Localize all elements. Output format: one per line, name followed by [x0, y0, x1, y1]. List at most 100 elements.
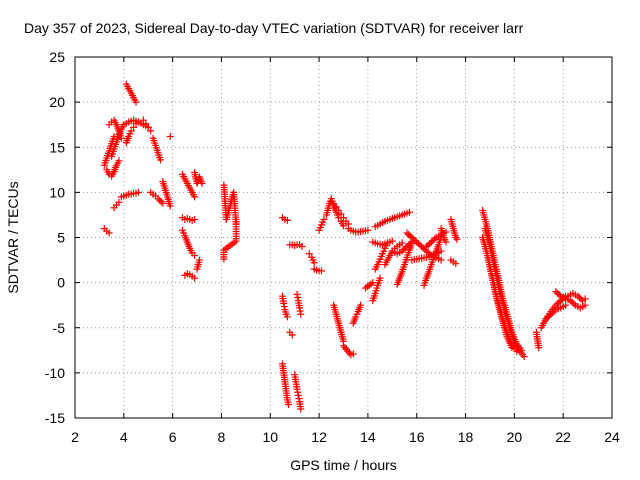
- data-point: [305, 250, 313, 258]
- series-s15: [178, 170, 199, 201]
- data-point: [157, 198, 165, 206]
- y-tick-label: 0: [57, 275, 65, 291]
- data-point: [294, 294, 302, 302]
- data-point: [544, 313, 552, 321]
- series-s40: [371, 208, 413, 231]
- data-point: [357, 301, 365, 309]
- series-s54: [479, 234, 516, 352]
- data-point: [294, 391, 302, 399]
- data-point: [416, 241, 424, 249]
- data-point: [562, 301, 570, 309]
- data-point: [130, 123, 138, 131]
- x-tick-label: 22: [555, 429, 571, 445]
- x-tick-label: 16: [409, 429, 425, 445]
- data-point: [424, 249, 432, 257]
- data-point: [549, 309, 557, 317]
- series-s30: [315, 215, 328, 234]
- x-tick-label: 20: [507, 429, 523, 445]
- series-s37: [361, 279, 377, 292]
- x-tick-label: 12: [311, 429, 327, 445]
- series-s20: [220, 181, 240, 263]
- x-tick-label: 18: [458, 429, 474, 445]
- data-point: [419, 244, 427, 252]
- data-point: [550, 307, 558, 315]
- series-s24: [286, 328, 296, 339]
- y-axis-title: SDTVAR / TECUs: [5, 181, 21, 293]
- data-point: [296, 304, 304, 312]
- data-point: [198, 179, 206, 187]
- series-s36: [349, 301, 365, 327]
- data-point: [568, 298, 576, 306]
- data-point: [297, 310, 305, 318]
- series-s2: [100, 132, 118, 169]
- data-point: [453, 235, 461, 243]
- data-point: [581, 295, 589, 303]
- data-point: [427, 238, 435, 246]
- series-s9: [122, 80, 140, 106]
- data-point: [335, 206, 343, 214]
- data-point: [337, 210, 345, 218]
- data-point: [542, 315, 550, 323]
- data-point: [364, 226, 372, 234]
- series-s51: [447, 256, 460, 268]
- data-point: [555, 291, 563, 299]
- data-point: [403, 229, 411, 237]
- data-point: [575, 294, 583, 302]
- data-point: [195, 256, 203, 264]
- x-tick-label: 14: [360, 429, 376, 445]
- series-s39: [369, 237, 396, 249]
- data-point: [567, 297, 575, 305]
- data-point: [191, 252, 199, 260]
- x-axis-title: GPS time / hours: [290, 457, 397, 473]
- data-point: [105, 229, 113, 237]
- data-point: [442, 238, 450, 246]
- data-point: [293, 385, 301, 393]
- data-point: [318, 267, 326, 275]
- series-s31: [322, 195, 347, 230]
- data-point: [280, 303, 288, 311]
- data-points: [100, 80, 589, 413]
- data-point: [156, 156, 164, 164]
- data-point: [431, 235, 439, 243]
- data-point: [127, 127, 135, 135]
- series-s58: [542, 301, 570, 323]
- data-point: [147, 127, 155, 135]
- data-point: [293, 290, 301, 298]
- series-s10: [122, 118, 142, 147]
- data-point: [191, 274, 199, 282]
- data-point: [139, 116, 147, 124]
- data-point: [574, 292, 582, 300]
- data-point: [142, 120, 150, 128]
- data-point: [422, 243, 430, 251]
- data-point: [429, 237, 437, 245]
- data-point: [144, 123, 152, 131]
- data-point: [421, 246, 429, 254]
- data-point: [340, 214, 347, 222]
- y-tick-label: -10: [45, 365, 65, 381]
- series-s60: [564, 289, 589, 305]
- data-point: [191, 215, 199, 223]
- series-s18: [181, 270, 199, 282]
- data-point: [132, 98, 140, 106]
- data-point: [296, 307, 304, 315]
- series-s34: [340, 342, 357, 359]
- series-s22: [278, 292, 291, 321]
- series-s21: [278, 214, 291, 224]
- series-s7: [117, 188, 142, 201]
- data-point: [520, 353, 528, 361]
- data-point: [406, 232, 414, 240]
- series-s1: [100, 224, 113, 237]
- data-point: [553, 289, 561, 297]
- series-s49: [437, 224, 450, 246]
- data-point: [297, 405, 305, 413]
- chart-title: Day 357 of 2023, Sidereal Day-to-day VTE…: [24, 20, 524, 36]
- data-point: [115, 198, 123, 206]
- series-s35: [344, 224, 372, 236]
- series-s19: [191, 169, 206, 273]
- series-s17: [178, 226, 199, 260]
- data-point: [134, 188, 142, 196]
- data-point: [110, 132, 118, 140]
- series-s3: [103, 157, 123, 180]
- data-point: [320, 215, 328, 223]
